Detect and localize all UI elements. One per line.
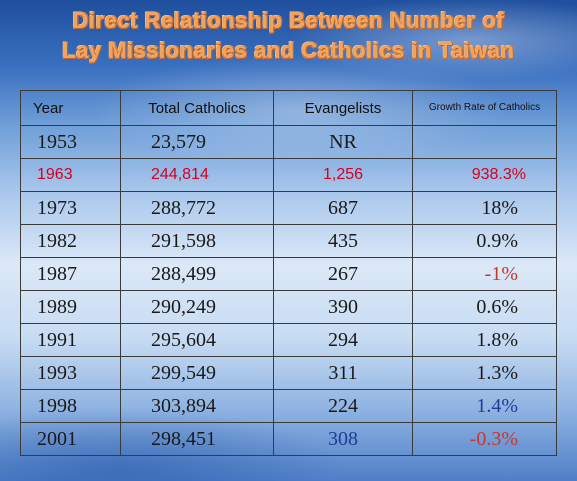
- cell-total: 295,604: [120, 323, 274, 357]
- cell-growth: 1.3%: [412, 356, 557, 390]
- cell-evangelists: 224: [273, 389, 413, 423]
- cell-total: 244,814: [120, 158, 274, 192]
- cell-evangelists: 294: [273, 323, 413, 357]
- cell-evangelists: 435: [273, 224, 413, 258]
- header-evangelists: Evangelists: [273, 90, 413, 126]
- cell-growth: 0.9%: [412, 224, 557, 258]
- header-growth-rate: Growth Rate of Catholics: [412, 90, 557, 126]
- cell-growth: 18%: [412, 191, 557, 225]
- header-year: Year: [20, 90, 121, 126]
- header-total-catholics: Total Catholics: [120, 90, 274, 126]
- cell-total: 298,451: [120, 422, 274, 456]
- cell-total: 23,579: [120, 125, 274, 159]
- cell-year: 1993: [20, 356, 121, 390]
- cell-year: 1973: [20, 191, 121, 225]
- table-row: 1987 288,499 267 -1%: [20, 257, 557, 291]
- table-row: 1991 295,604 294 1.8%: [20, 323, 557, 357]
- cell-evangelists: 687: [273, 191, 413, 225]
- cell-total: 291,598: [120, 224, 274, 258]
- cell-growth: 1.4%: [412, 389, 557, 423]
- cell-growth: 0.6%: [412, 290, 557, 324]
- table-row: 1953 23,579 NR: [20, 125, 557, 159]
- table-row: 2001 298,451 308 -0.3%: [20, 422, 557, 456]
- cell-year: 1963: [20, 158, 121, 192]
- cell-evangelists: 311: [273, 356, 413, 390]
- cell-growth: 938.3%: [412, 158, 557, 192]
- slide-title-line-1: Direct Relationship Between Number of: [72, 8, 505, 33]
- cell-total: 290,249: [120, 290, 274, 324]
- cell-year: 2001: [20, 422, 121, 456]
- cell-growth: [412, 125, 557, 159]
- cell-evangelists: 1,256: [273, 158, 413, 192]
- table-row: 1998 303,894 224 1.4%: [20, 389, 557, 423]
- cell-growth: 1.8%: [412, 323, 557, 357]
- catholics-data-table: Year Total Catholics Evangelists Growth …: [20, 90, 557, 456]
- cell-evangelists: 267: [273, 257, 413, 291]
- cell-total: 288,499: [120, 257, 274, 291]
- table-row: 1973 288,772 687 18%: [20, 191, 557, 225]
- cell-year: 1998: [20, 389, 121, 423]
- table-header-row: Year Total Catholics Evangelists Growth …: [20, 90, 557, 126]
- slide-title-line-2: Lay Missionaries and Catholics in Taiwan: [62, 38, 515, 63]
- table-row-highlight: 1963 244,814 1,256 938.3%: [20, 158, 557, 192]
- cell-total: 299,549: [120, 356, 274, 390]
- cell-evangelists: NR: [273, 125, 413, 159]
- table-row: 1982 291,598 435 0.9%: [20, 224, 557, 258]
- cell-growth: -0.3%: [412, 422, 557, 456]
- cell-evangelists: 308: [273, 422, 413, 456]
- cell-year: 1989: [20, 290, 121, 324]
- cell-year: 1987: [20, 257, 121, 291]
- cell-evangelists: 390: [273, 290, 413, 324]
- cell-year: 1991: [20, 323, 121, 357]
- cell-total: 303,894: [120, 389, 274, 423]
- cell-total: 288,772: [120, 191, 274, 225]
- cell-growth: -1%: [412, 257, 557, 291]
- cell-year: 1953: [20, 125, 121, 159]
- cell-year: 1982: [20, 224, 121, 258]
- table-row: 1989 290,249 390 0.6%: [20, 290, 557, 324]
- table-row: 1993 299,549 311 1.3%: [20, 356, 557, 390]
